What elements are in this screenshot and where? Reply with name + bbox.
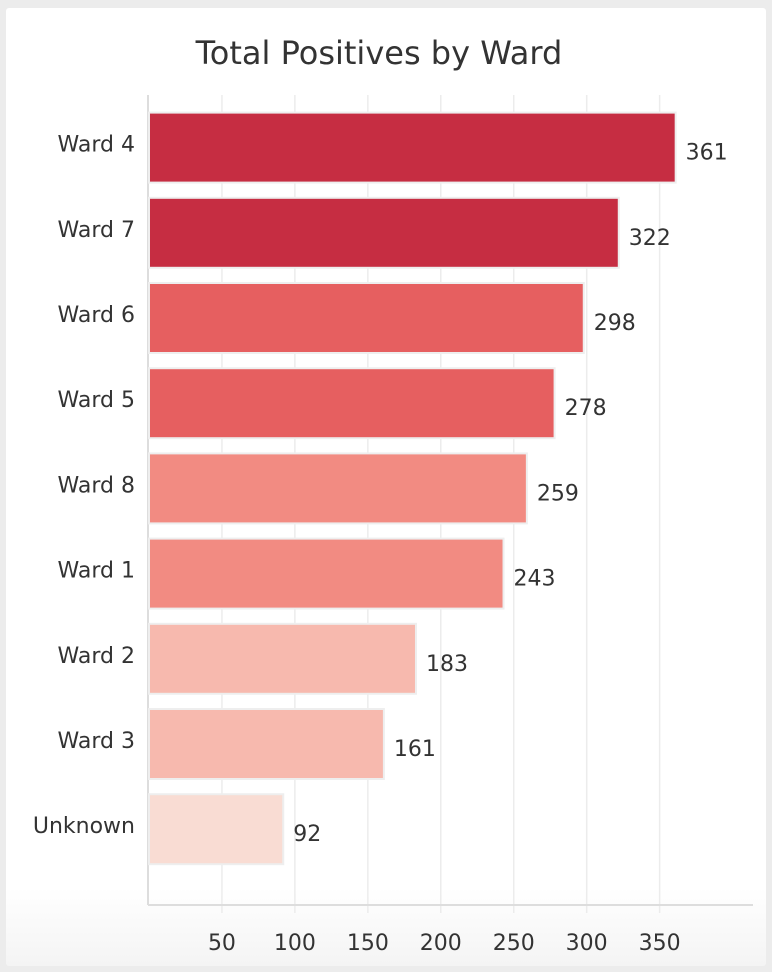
x-tick-label: 200 — [420, 931, 462, 956]
x-tick-label: 300 — [566, 931, 608, 956]
x-tick-label: 250 — [493, 931, 535, 956]
category-label: Ward 6 — [58, 303, 135, 328]
category-label: Ward 4 — [58, 133, 135, 158]
chart-title: Total Positives by Ward — [195, 34, 563, 72]
data-label: 298 — [594, 311, 636, 336]
data-label: 183 — [426, 652, 468, 677]
x-tick-label: 100 — [274, 931, 316, 956]
category-label: Ward 2 — [58, 644, 135, 669]
category-label: Unknown — [33, 814, 135, 839]
data-label: 322 — [629, 226, 671, 251]
data-label: 92 — [293, 822, 321, 847]
data-label: 361 — [686, 141, 728, 166]
category-label: Ward 3 — [58, 729, 135, 754]
category-label: Ward 7 — [58, 218, 135, 243]
data-label: 278 — [565, 396, 607, 421]
data-label: 259 — [537, 481, 579, 506]
bar — [148, 793, 285, 866]
data-label: 243 — [514, 567, 556, 592]
x-tick-label: 150 — [347, 931, 389, 956]
bar — [148, 537, 505, 610]
data-label: 161 — [394, 737, 436, 762]
bar — [148, 367, 556, 440]
category-label: Ward 5 — [58, 388, 135, 413]
bar — [148, 196, 620, 269]
category-label: Ward 8 — [58, 473, 135, 498]
bar — [148, 708, 385, 780]
bar — [148, 452, 528, 525]
x-tick-label: 50 — [208, 931, 236, 956]
bar — [148, 622, 417, 695]
x-tick-label: 350 — [639, 931, 681, 956]
bar — [148, 282, 585, 354]
category-label: Ward 1 — [58, 559, 135, 584]
bar — [148, 111, 677, 184]
